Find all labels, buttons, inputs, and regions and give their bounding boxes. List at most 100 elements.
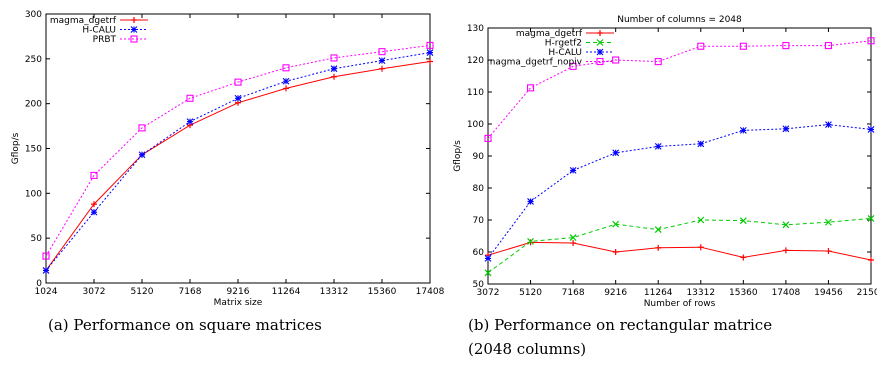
data-point-h-calu [90, 208, 98, 216]
data-point-h-rgetf2 [739, 217, 747, 225]
data-point-h-calu [234, 94, 242, 102]
data-point-magma-dgetrf [283, 85, 289, 92]
legend-label-prbt: PRBT [93, 35, 117, 45]
data-point-magma-dgetrf [740, 254, 747, 261]
data-point-prbt [90, 171, 98, 179]
x-axis-label: Matrix size [214, 298, 263, 308]
legend-label-h-calu: H-CALU [548, 48, 582, 58]
data-point-magma-dgetrf-nopiv [612, 56, 620, 64]
data-point-h-calu [282, 77, 290, 85]
data-point-h-rgetf2 [782, 221, 790, 229]
data-point-magma-dgetrf [697, 244, 704, 251]
data-point-magma-dgetrf-nopiv [824, 42, 832, 50]
data-point-h-rgetf2 [569, 234, 577, 242]
y-tick-label: 80 [473, 184, 485, 194]
data-point-h-calu [569, 167, 577, 174]
x-tick-label: 15360 [368, 287, 397, 297]
data-point-magma-dgetrf [825, 248, 832, 255]
data-point-h-calu [654, 143, 662, 150]
y-tick-label: 50 [31, 234, 43, 244]
data-point-h-calu [612, 149, 620, 157]
series-magma-dgetrf [43, 58, 433, 274]
x-tick-label: 21504 [857, 288, 877, 298]
legend-marker-magma-dgetrf-nopiv [596, 57, 604, 66]
data-point-magma-dgetrf-nopiv [697, 42, 705, 50]
series-magma-dgetrf [485, 239, 874, 263]
data-point-magma-dgetrf [655, 244, 662, 251]
series-line-magma-dgetrf-nopiv [487, 40, 872, 139]
data-point-magma-dgetrf-nopiv [782, 42, 790, 50]
x-tick-label: 13312 [320, 287, 349, 297]
x-tick-label: 9216 [227, 287, 250, 297]
y-tick-label: 110 [467, 88, 484, 98]
legend-marker-h-rgetf2 [596, 39, 604, 46]
data-point-magma-dgetrf-nopiv [739, 42, 747, 50]
data-point-magma-dgetrf [427, 58, 433, 65]
x-tick-label: 9216 [604, 288, 627, 298]
legend-label-h-rgetf2: H-rgetf2 [545, 39, 582, 49]
y-axis-label: Gflop/s [453, 140, 463, 172]
data-point-magma-dgetrf-nopiv [867, 37, 875, 45]
y-tick-label: 130 [467, 24, 484, 34]
y-tick-label: 300 [25, 10, 42, 20]
series-h-calu [42, 49, 434, 274]
data-point-h-rgetf2 [825, 218, 832, 226]
chart-title: Number of columns = 2048 [617, 15, 742, 25]
data-point-h-calu [697, 140, 705, 148]
data-point-magma-dgetrf [868, 257, 874, 263]
series-magma-dgetrf-nopiv [484, 37, 875, 142]
y-tick-label: 100 [25, 189, 42, 199]
y-tick-label: 90 [473, 152, 485, 162]
data-point-magma-dgetrf [612, 249, 619, 255]
series-line-magma-dgetrf [487, 241, 872, 261]
data-point-h-calu [484, 255, 492, 262]
data-point-magma-dgetrf [331, 73, 337, 80]
data-point-h-calu [867, 126, 875, 133]
data-point-magma-dgetrf [782, 247, 789, 254]
data-point-h-calu [782, 125, 790, 133]
data-point-h-calu [42, 267, 50, 274]
y-tick-label: 120 [467, 56, 484, 66]
legend-marker-h-calu [596, 48, 604, 56]
data-point-magma-dgetrf [379, 65, 385, 72]
data-point-h-calu [825, 121, 832, 129]
x-tick-label: 3072 [83, 287, 106, 297]
series-prbt [42, 41, 434, 260]
x-tick-label: 17408 [416, 287, 445, 297]
legend-marker-magma-dgetrf [597, 30, 603, 36]
data-point-prbt [234, 78, 242, 86]
series-h-rgetf2 [484, 214, 875, 277]
data-point-prbt [138, 124, 146, 132]
chart-rectangular-matrices: 50 60 70 80 90 100 110 120 130 3072 5120 7168 9216 11… [453, 15, 877, 309]
x-tick-label: 3072 [477, 288, 500, 298]
caption-b-line1: (b) Performance on rectangular matrice [468, 316, 772, 334]
x-axis-label: Number of rows [644, 299, 716, 309]
series-line-h-rgetf2 [487, 217, 872, 274]
data-point-prbt [378, 48, 386, 56]
y-axis-label: Gflop/s [11, 132, 21, 164]
legend-label-magma-dgetrf: magma_dgetrf [50, 16, 117, 26]
data-point-magma-dgetrf-nopiv [527, 84, 535, 92]
data-point-h-rgetf2 [527, 238, 534, 245]
legend-label-magma-dgetrf: magma_dgetrf [516, 29, 583, 39]
x-tick-label: 15360 [729, 288, 758, 298]
x-tick-label: 11264 [272, 287, 301, 297]
x-tick-label: 17408 [772, 288, 801, 298]
data-point-h-rgetf2 [612, 220, 620, 228]
y-tick-label: 50 [473, 280, 485, 290]
y-tick-label: 60 [473, 248, 485, 258]
data-point-magma-dgetrf-nopiv [654, 58, 662, 66]
data-point-magma-dgetrf [570, 240, 577, 247]
data-point-h-rgetf2 [697, 216, 705, 224]
data-point-h-rgetf2 [484, 269, 492, 277]
y-tick-label: 150 [25, 145, 42, 155]
y-tick-label: 250 [25, 55, 42, 65]
x-tick-label: 5120 [131, 287, 154, 297]
legend-marker-prbt [130, 35, 138, 43]
caption-b-line2: (2048 columns) [468, 340, 586, 358]
data-point-h-rgetf2 [867, 214, 875, 222]
legend-label-h-calu: H-CALU [82, 26, 116, 36]
series-line-prbt [45, 44, 431, 257]
